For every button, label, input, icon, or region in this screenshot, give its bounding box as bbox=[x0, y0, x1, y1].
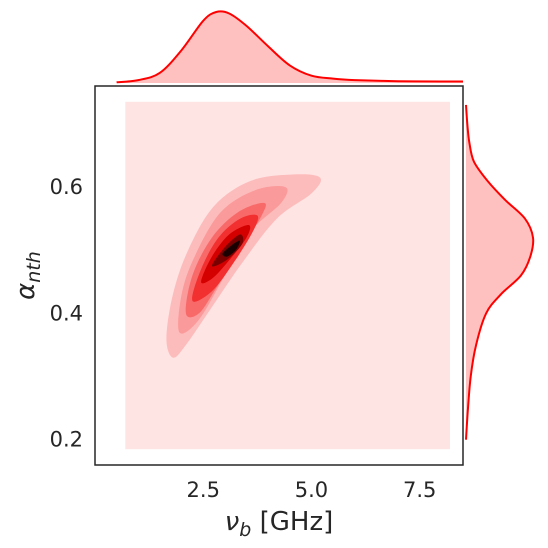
y-axis-label: αnth bbox=[11, 251, 45, 300]
contour-level-7 bbox=[222, 240, 241, 257]
x-tick-label: 7.5 bbox=[403, 478, 436, 502]
joint-plot-area bbox=[125, 101, 451, 450]
y-tick-label: 0.6 bbox=[50, 175, 83, 199]
x-axis-label: νb [GHz] bbox=[225, 507, 334, 541]
joint-axes-frame bbox=[94, 85, 464, 466]
contour-level-1 bbox=[166, 174, 322, 358]
marginal-x-kde bbox=[116, 10, 464, 84]
y-tick-label: 0.2 bbox=[50, 428, 83, 452]
x-tick-labels: 2.5 5.0 7.5 bbox=[187, 478, 437, 502]
marginal-y-kde bbox=[465, 104, 535, 440]
marginal-x-line bbox=[116, 10, 464, 84]
kde-base-region bbox=[125, 101, 451, 450]
y-tick-labels: 0.2 0.4 0.6 bbox=[50, 175, 83, 452]
marginal-y-line bbox=[465, 104, 535, 440]
y-tick-label: 0.4 bbox=[50, 301, 83, 325]
x-tick-label: 2.5 bbox=[187, 478, 220, 502]
x-tick-label: 5.0 bbox=[295, 478, 328, 502]
marginal-x-fill bbox=[116, 11, 463, 83]
marginal-y-fill bbox=[466, 104, 534, 440]
